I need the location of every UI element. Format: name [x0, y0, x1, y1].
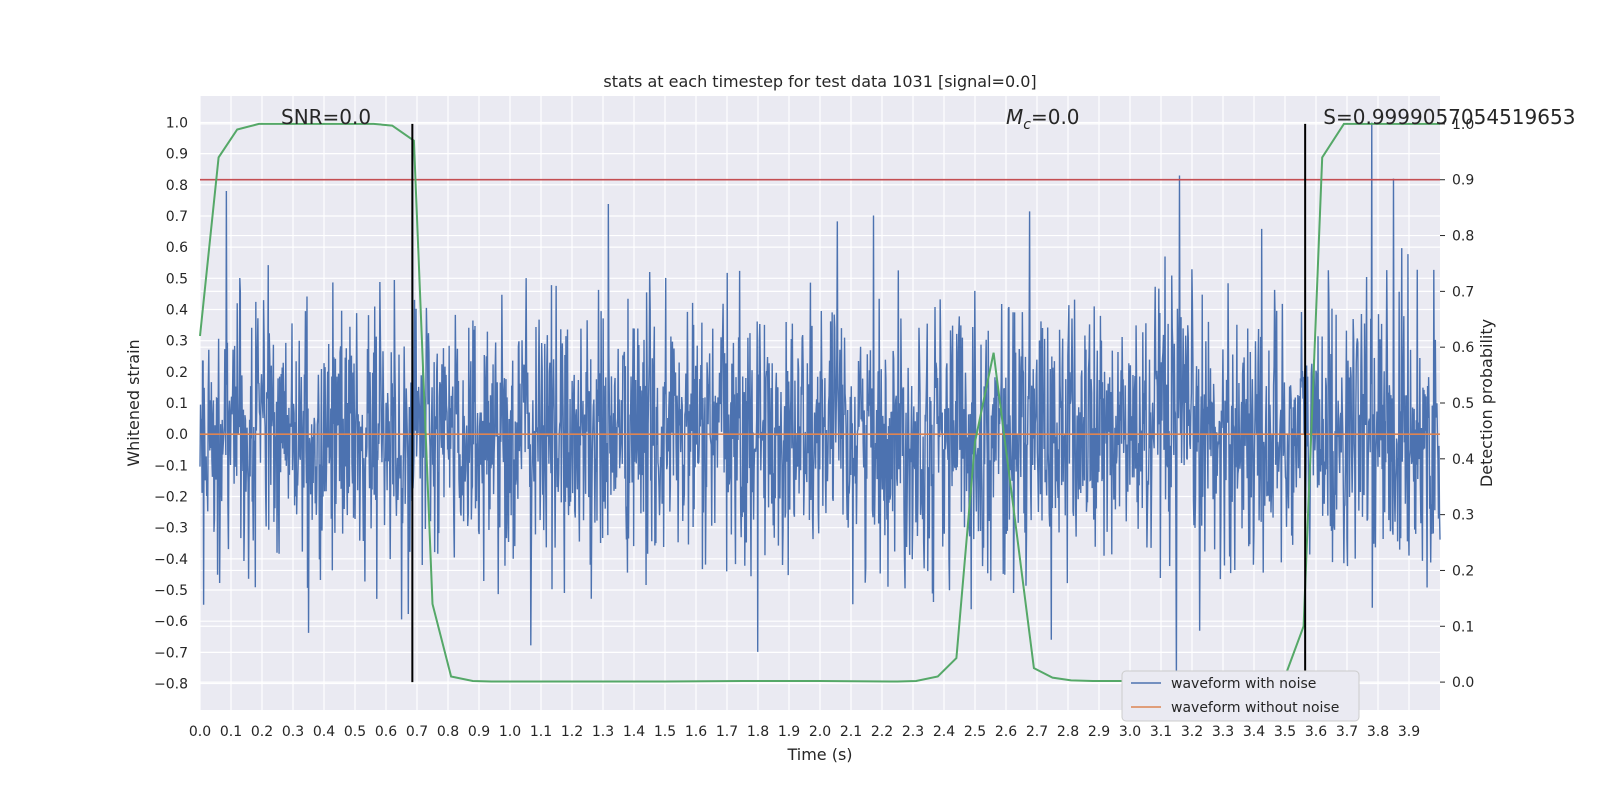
y2-tick-label: 1.0 — [1452, 117, 1474, 133]
x-tick-label: 0.8 — [437, 724, 459, 740]
x-tick-label: 2.3 — [902, 724, 924, 740]
x-tick-label: 2.9 — [1088, 724, 1110, 740]
x-tick-label: 3.1 — [1150, 724, 1172, 740]
x-tick-label: 0.0 — [189, 724, 211, 740]
y-tick-label: −0.3 — [154, 521, 188, 537]
x-tick-label: 2.4 — [933, 724, 955, 740]
annotation-text: SNR=0.0 — [281, 105, 371, 129]
x-tick-label: 1.0 — [499, 724, 521, 740]
x-tick-label: 2.0 — [809, 724, 831, 740]
x-tick-label: 3.9 — [1398, 724, 1420, 740]
x-tick-label: 1.9 — [778, 724, 800, 740]
x-tick-label: 3.7 — [1336, 724, 1358, 740]
y-axis-label: Whitened strain — [124, 339, 143, 466]
legend-box — [1121, 670, 1360, 722]
y-tick-label: 0.4 — [166, 302, 188, 318]
x-tick-label: 2.8 — [1057, 724, 1079, 740]
y-tick-label: 0.9 — [166, 147, 188, 163]
x-tick-label: 2.2 — [871, 724, 893, 740]
x-tick-label: 1.2 — [561, 724, 583, 740]
legend-label-noise: waveform with noise — [1171, 676, 1316, 692]
waveform-with-noise-line — [199, 122, 1441, 678]
x-tick-label: 2.7 — [1026, 724, 1048, 740]
y-tick-label: −0.8 — [154, 677, 188, 693]
y2-tick-label: 0.9 — [1452, 173, 1474, 189]
x-tick-label: 0.1 — [220, 724, 242, 740]
x-axis-label: Time (s) — [786, 745, 852, 764]
annotations: SNR=0.0 Mc=0.0 S=0.9999057054519653 — [281, 105, 1575, 133]
y-tick-label: −0.1 — [154, 458, 188, 474]
detection-probability-line — [199, 122, 1440, 683]
y2-tick-label: 0.1 — [1452, 619, 1474, 635]
x-tick-label: 0.7 — [406, 724, 428, 740]
y-tick-label: 0.7 — [166, 209, 188, 225]
x-tick-label: 3.0 — [1119, 724, 1141, 740]
x-tick-label: 0.5 — [344, 724, 366, 740]
x-tick-label: 2.5 — [964, 724, 986, 740]
x-tick-label: 0.4 — [313, 724, 335, 740]
x-tick-label: 1.3 — [592, 724, 614, 740]
x-tick-labels: 0.0 0.1 0.2 0.3 0.4 0.5 0.6 0.7 0.8 0.9 1.0 1.1 1.2 1… — [189, 724, 1420, 740]
y2-tick-label: 0.8 — [1452, 229, 1474, 245]
x-tick-label: 1.1 — [530, 724, 552, 740]
y2-tick-label: 0.5 — [1452, 396, 1474, 412]
y-tick-label: 0.5 — [166, 271, 188, 287]
y2-tick-label: 0.7 — [1452, 284, 1474, 300]
y-tick-label: 0.0 — [166, 427, 188, 443]
y2-tick-label: 0.3 — [1452, 508, 1474, 524]
y-tick-label: −0.4 — [154, 552, 188, 568]
y-tick-label: 0.6 — [166, 240, 188, 256]
x-tick-label: 1.8 — [747, 724, 769, 740]
y-tick-labels: −0.8 −0.7 −0.6 −0.5 −0.4 −0.3 −0.2 −0.1 0.0 0.1 0.… — [154, 115, 188, 692]
x-tick-label: 1.6 — [685, 724, 707, 740]
y-tick-label: −0.6 — [154, 614, 188, 630]
legend-label-clean: waveform without noise — [1171, 700, 1339, 716]
x-tick-label: 1.5 — [654, 724, 676, 740]
x-tick-label: 0.6 — [375, 724, 397, 740]
x-tick-label: 3.4 — [1243, 724, 1265, 740]
x-tick-label: 1.4 — [623, 724, 645, 740]
series-lines — [199, 122, 1440, 683]
y-tick-label: −0.5 — [154, 583, 188, 599]
y-tick-label: −0.7 — [154, 645, 188, 661]
x-tick-label: 0.9 — [468, 724, 490, 740]
x-tick-label: 0.2 — [251, 724, 273, 740]
annotation-text: Mc=0.0 — [1006, 105, 1080, 133]
annotation-subscript: c — [1023, 117, 1031, 133]
y-tick-label: −0.2 — [154, 490, 188, 506]
y2-tick-labels: 0.0 0.1 0.2 0.3 0.4 0.5 0.6 0.7 0.8 0.9 1.0 — [1452, 117, 1474, 691]
y-tick-label: 0.3 — [166, 334, 188, 350]
y-tick-label: 0.1 — [166, 396, 188, 412]
y-tick-label: 0.8 — [166, 178, 188, 194]
annotation-value: =0.0 — [1031, 105, 1080, 129]
legend: waveform with noise waveform without noi… — [1121, 670, 1360, 722]
annotation-text: S=0.9999057054519653 — [1323, 105, 1575, 129]
series-waveform-with-noise — [199, 122, 1441, 678]
x-tick-label: 0.3 — [282, 724, 304, 740]
annotation-symbol: M — [1006, 105, 1023, 129]
x-tick-label: 2.1 — [840, 724, 862, 740]
y2-axis-label: Detection probability — [1477, 319, 1496, 487]
y2-tick-label: 0.4 — [1452, 452, 1474, 468]
chart-title: stats at each timestep for test data 103… — [603, 72, 1036, 91]
x-tick-label: 3.3 — [1212, 724, 1234, 740]
x-tick-label: 2.6 — [995, 724, 1017, 740]
y-tick-label: 0.2 — [166, 365, 188, 381]
x-tick-label: 1.7 — [716, 724, 738, 740]
x-tick-label: 3.8 — [1367, 724, 1389, 740]
y2-tick-label: 0.2 — [1452, 563, 1474, 579]
x-tick-label: 3.6 — [1305, 724, 1327, 740]
y2-tick-label: 0.6 — [1452, 340, 1474, 356]
y2-tick-label: 0.0 — [1452, 675, 1474, 691]
x-tick-label: 3.5 — [1274, 724, 1296, 740]
x-tick-label: 3.2 — [1181, 724, 1203, 740]
y-tick-label: 1.0 — [166, 115, 188, 131]
